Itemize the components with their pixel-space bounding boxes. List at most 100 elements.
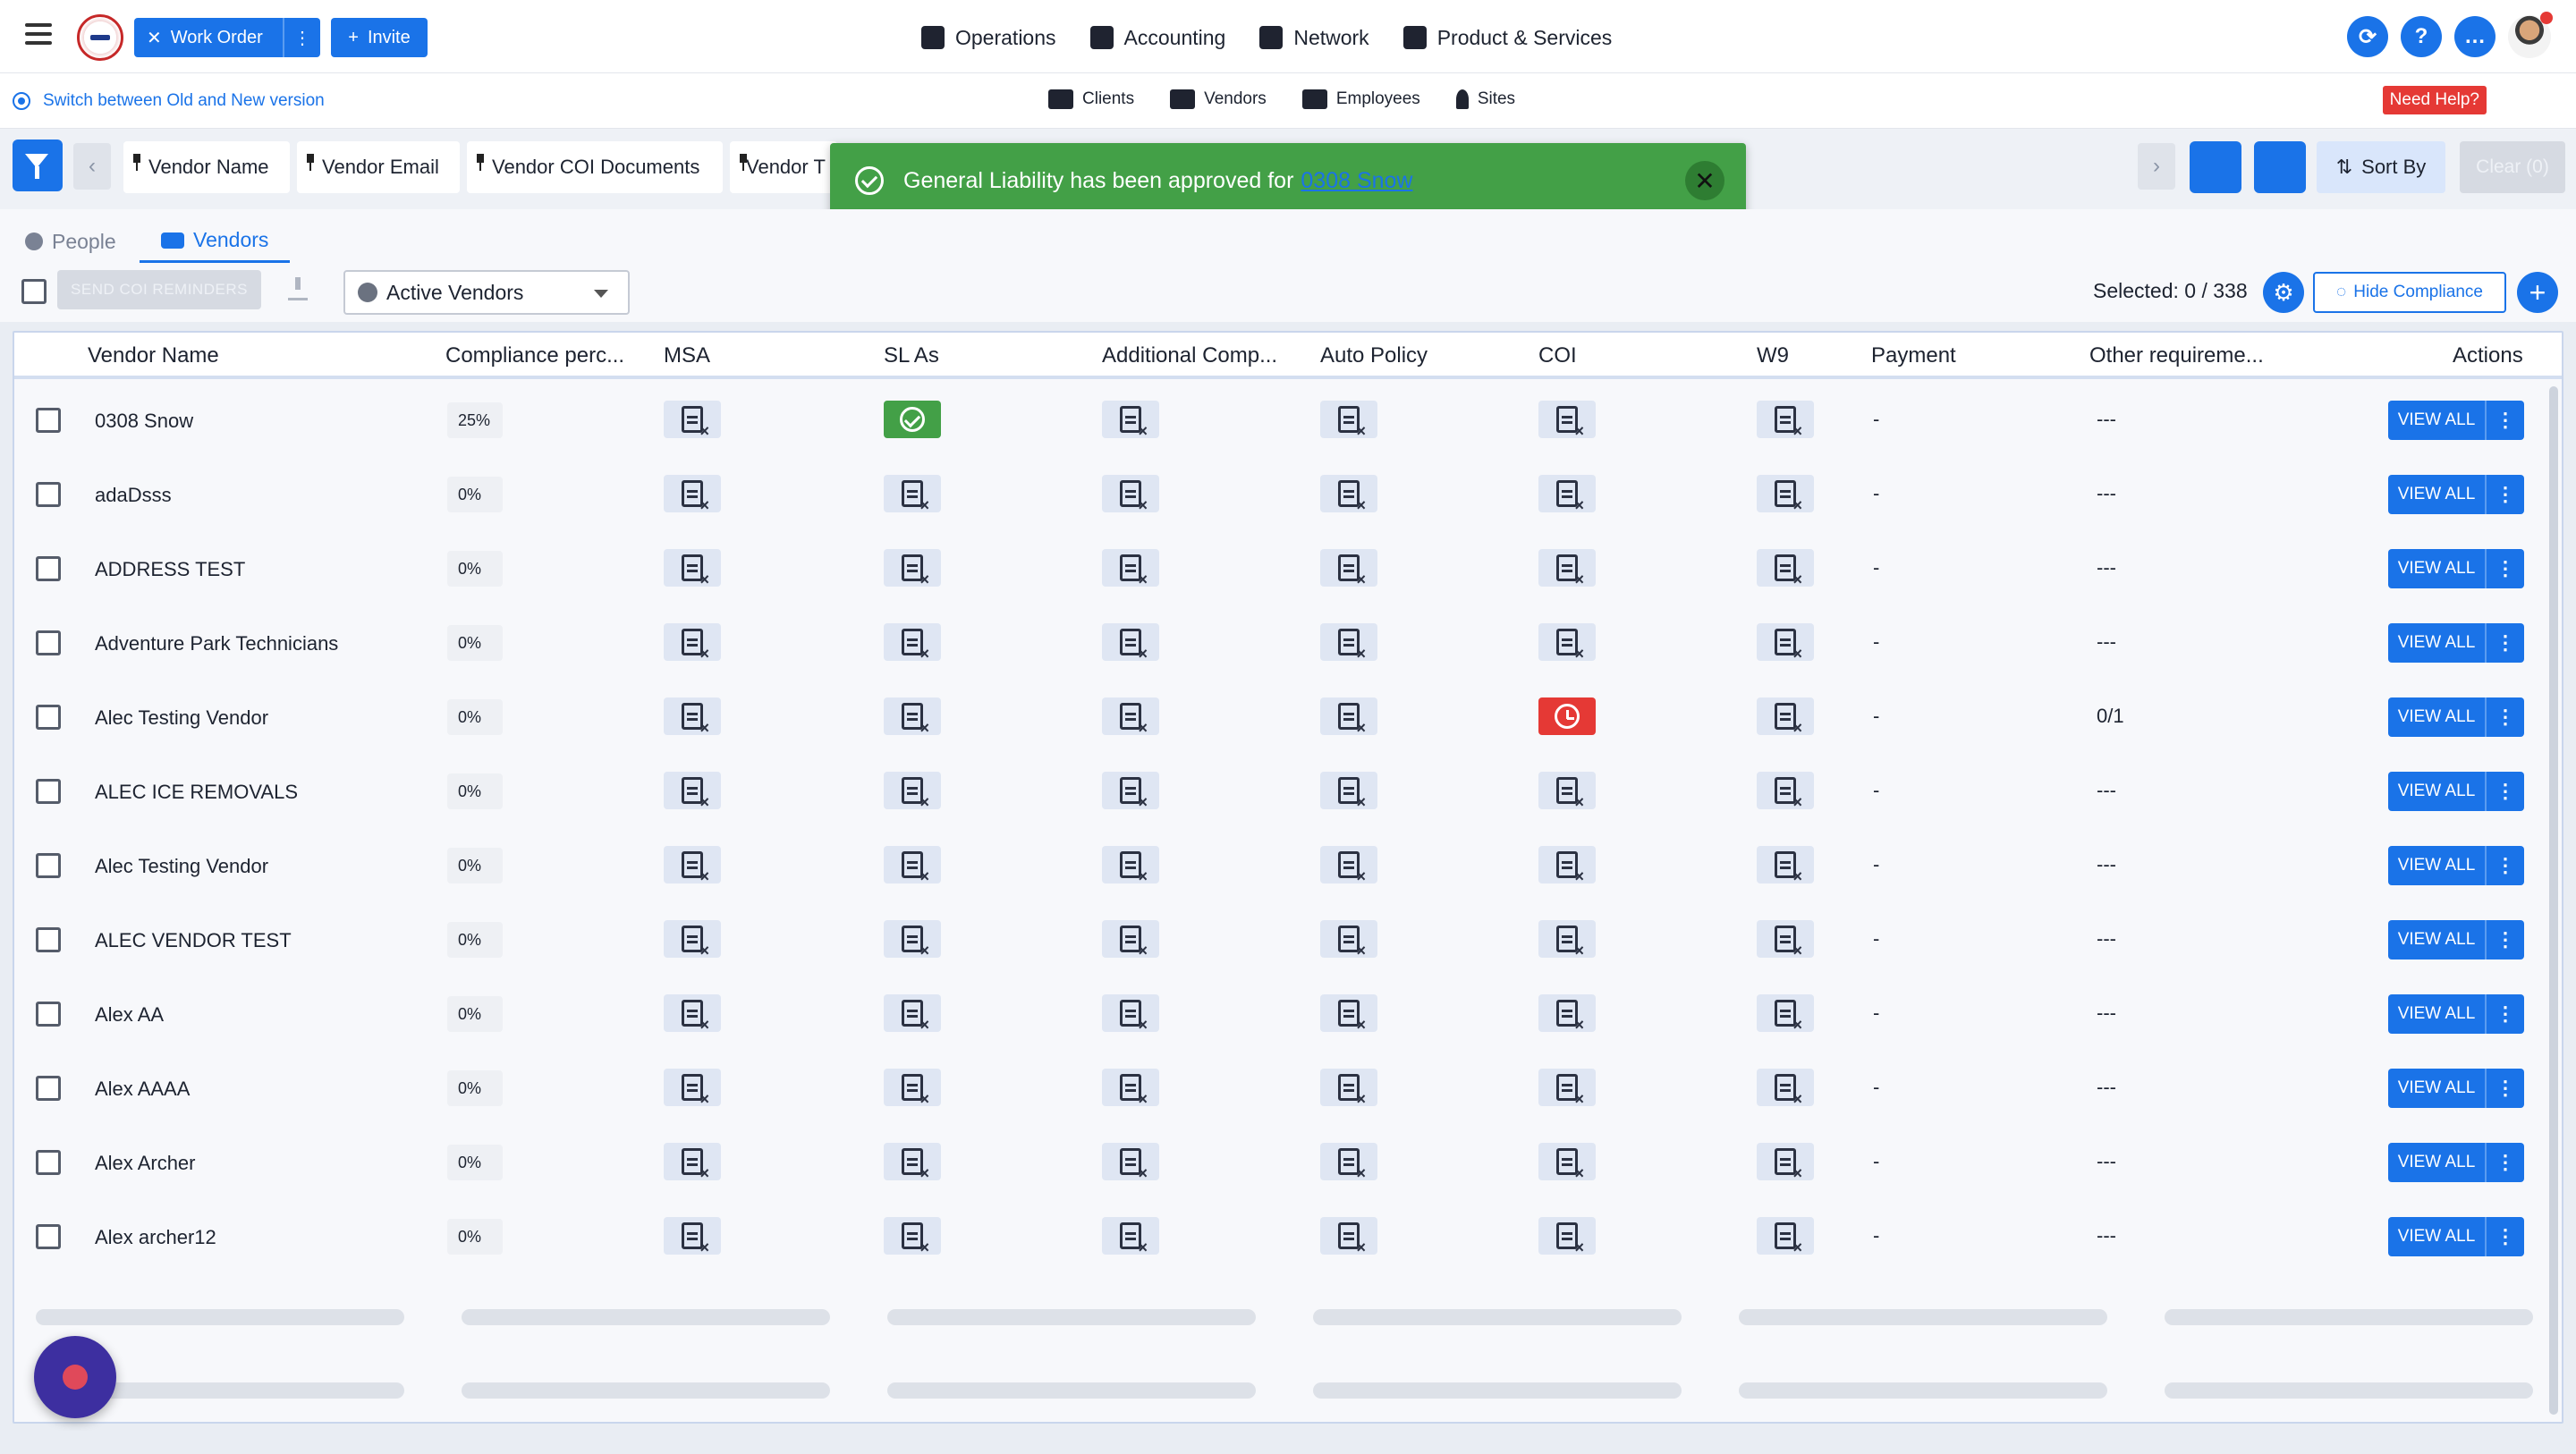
gear-icon[interactable]: ⚙ bbox=[2263, 272, 2304, 313]
auto-policy-status-document-missing-icon[interactable] bbox=[1320, 1217, 1377, 1255]
view-all-button[interactable]: VIEW ALL ⋮ bbox=[2388, 1143, 2524, 1182]
col-msa[interactable]: MSA bbox=[664, 343, 711, 368]
coi-status-document-missing-icon[interactable] bbox=[1538, 401, 1596, 439]
add-filter-icon[interactable] bbox=[2254, 141, 2306, 193]
coi-status-document-missing-icon[interactable] bbox=[1538, 549, 1596, 588]
send-coi-reminders-button[interactable]: SEND COI REMINDERS bbox=[57, 270, 261, 309]
msa-status-document-missing-icon[interactable] bbox=[664, 920, 721, 959]
sort-by-button[interactable]: ⇅ Sort By bbox=[2317, 141, 2445, 193]
chat-icon[interactable]: … bbox=[2454, 16, 2496, 57]
sl-as-status-document-missing-icon[interactable] bbox=[884, 697, 941, 736]
coi-status-document-missing-icon[interactable] bbox=[1538, 1217, 1596, 1255]
chip-vendor-type[interactable]: Vendor T bbox=[730, 141, 837, 193]
sl-as-status-document-missing-icon[interactable] bbox=[884, 623, 941, 662]
coi-status-document-missing-icon[interactable] bbox=[1538, 994, 1596, 1033]
coi-status-document-missing-icon[interactable] bbox=[1538, 1143, 1596, 1181]
auto-policy-status-document-missing-icon[interactable] bbox=[1320, 1069, 1377, 1107]
table-row[interactable]: Alex AA0%----VIEW ALL⋮ bbox=[14, 976, 2562, 1051]
additional-comp-status-document-missing-icon[interactable] bbox=[1102, 623, 1159, 662]
chip-vendor-name[interactable]: Vendor Name bbox=[123, 141, 290, 193]
col-w9[interactable]: W9 bbox=[1757, 343, 1789, 368]
sl-as-status-document-missing-icon[interactable] bbox=[884, 549, 941, 588]
view-all-button[interactable]: VIEW ALL ⋮ bbox=[2388, 772, 2524, 811]
coi-status-document-missing-icon[interactable] bbox=[1538, 846, 1596, 884]
w9-status-document-missing-icon[interactable] bbox=[1757, 697, 1814, 736]
chip-scroll-right-icon[interactable]: › bbox=[2138, 143, 2175, 190]
col-additional-comp[interactable]: Additional Comp... bbox=[1102, 343, 1278, 368]
msa-status-document-missing-icon[interactable] bbox=[664, 475, 721, 513]
w9-status-document-missing-icon[interactable] bbox=[1757, 475, 1814, 513]
radio-icon[interactable] bbox=[13, 92, 30, 110]
w9-status-document-missing-icon[interactable] bbox=[1757, 846, 1814, 884]
w9-status-document-missing-icon[interactable] bbox=[1757, 401, 1814, 439]
table-row[interactable]: Alec Testing Vendor 0% - 0/1 VIEW ALL ⋮ bbox=[14, 680, 2562, 754]
vendor-name[interactable]: Alex Archer bbox=[95, 1152, 196, 1174]
view-all-button[interactable]: VIEW ALL ⋮ bbox=[2388, 623, 2524, 663]
row-checkbox[interactable] bbox=[36, 1150, 61, 1175]
sl-as-status-document-missing-icon[interactable] bbox=[884, 1143, 941, 1181]
coi-status-document-missing-icon[interactable] bbox=[1538, 1069, 1596, 1107]
menu-icon[interactable] bbox=[25, 23, 52, 50]
additional-comp-status-document-missing-icon[interactable] bbox=[1102, 772, 1159, 810]
more-vertical-icon[interactable]: ⋮ bbox=[2485, 846, 2524, 885]
auto-policy-status-document-missing-icon[interactable] bbox=[1320, 697, 1377, 736]
more-vertical-icon[interactable]: ⋮ bbox=[2485, 1217, 2524, 1256]
sl-as-status-document-missing-icon[interactable] bbox=[884, 475, 941, 513]
w9-status-document-missing-icon[interactable] bbox=[1757, 1143, 1814, 1181]
additional-comp-status-document-missing-icon[interactable] bbox=[1102, 1143, 1159, 1181]
vendor-name[interactable]: Alec Testing Vendor bbox=[95, 855, 269, 877]
msa-status-document-missing-icon[interactable] bbox=[664, 994, 721, 1033]
vendor-name[interactable]: ALEC VENDOR TEST bbox=[95, 929, 292, 951]
msa-status-document-missing-icon[interactable] bbox=[664, 401, 721, 439]
w9-status-document-missing-icon[interactable] bbox=[1757, 920, 1814, 959]
col-vendor-name[interactable]: Vendor Name bbox=[88, 343, 219, 368]
view-all-button[interactable]: VIEW ALL ⋮ bbox=[2388, 994, 2524, 1034]
msa-status-document-missing-icon[interactable] bbox=[664, 1069, 721, 1107]
row-checkbox[interactable] bbox=[36, 1076, 61, 1101]
w9-status-document-missing-icon[interactable] bbox=[1757, 994, 1814, 1033]
chat-launcher-button[interactable] bbox=[34, 1336, 116, 1418]
coi-status-clock-icon[interactable] bbox=[1538, 697, 1596, 735]
company-logo[interactable] bbox=[77, 14, 123, 61]
additional-comp-status-document-missing-icon[interactable] bbox=[1102, 1217, 1159, 1255]
additional-comp-status-document-missing-icon[interactable] bbox=[1102, 994, 1159, 1033]
view-all-button[interactable]: VIEW ALL ⋮ bbox=[2388, 549, 2524, 588]
more-vertical-icon[interactable]: ⋮ bbox=[2485, 1143, 2524, 1182]
row-checkbox[interactable] bbox=[36, 630, 61, 655]
add-vendor-button[interactable]: + bbox=[2517, 272, 2558, 313]
row-checkbox[interactable] bbox=[36, 1224, 61, 1249]
menu-product-services[interactable]: Product & Services bbox=[1402, 26, 1612, 50]
menu-network[interactable]: Network bbox=[1259, 26, 1369, 50]
sl-as-status-document-missing-icon[interactable] bbox=[884, 1069, 941, 1107]
coi-status-document-missing-icon[interactable] bbox=[1538, 772, 1596, 810]
col-compliance[interactable]: Compliance perc... bbox=[445, 343, 625, 368]
more-vertical-icon[interactable]: ⋮ bbox=[2485, 697, 2524, 737]
vendor-name[interactable]: ADDRESS TEST bbox=[95, 558, 246, 580]
msa-status-document-missing-icon[interactable] bbox=[664, 549, 721, 588]
additional-comp-status-document-missing-icon[interactable] bbox=[1102, 846, 1159, 884]
select-all-checkbox[interactable] bbox=[21, 279, 47, 304]
additional-comp-status-document-missing-icon[interactable] bbox=[1102, 549, 1159, 588]
sl-as-status-document-missing-icon[interactable] bbox=[884, 1217, 941, 1255]
sl-as-status-document-missing-icon[interactable] bbox=[884, 994, 941, 1033]
menu-operations[interactable]: Operations bbox=[921, 26, 1056, 50]
additional-comp-status-document-missing-icon[interactable] bbox=[1102, 697, 1159, 736]
toast-vendor-link[interactable]: 0308 Snow bbox=[1301, 167, 1413, 193]
msa-status-document-missing-icon[interactable] bbox=[664, 846, 721, 884]
sync-icon[interactable]: ⟳ bbox=[2347, 16, 2388, 57]
avatar[interactable] bbox=[2508, 12, 2553, 58]
more-vertical-icon[interactable]: ⋮ bbox=[2485, 401, 2524, 440]
additional-comp-status-document-missing-icon[interactable] bbox=[1102, 475, 1159, 513]
work-order-more-icon[interactable]: ⋮ bbox=[283, 18, 320, 57]
coi-status-document-missing-icon[interactable] bbox=[1538, 920, 1596, 959]
w9-status-document-missing-icon[interactable] bbox=[1757, 772, 1814, 810]
auto-policy-status-document-missing-icon[interactable] bbox=[1320, 475, 1377, 513]
col-payment[interactable]: Payment bbox=[1871, 343, 1956, 368]
vendor-name[interactable]: 0308 Snow bbox=[95, 410, 194, 432]
view-all-button[interactable]: VIEW ALL ⋮ bbox=[2388, 846, 2524, 885]
col-other-requirements[interactable]: Other requireme... bbox=[2089, 343, 2264, 368]
more-vertical-icon[interactable]: ⋮ bbox=[2485, 994, 2524, 1034]
